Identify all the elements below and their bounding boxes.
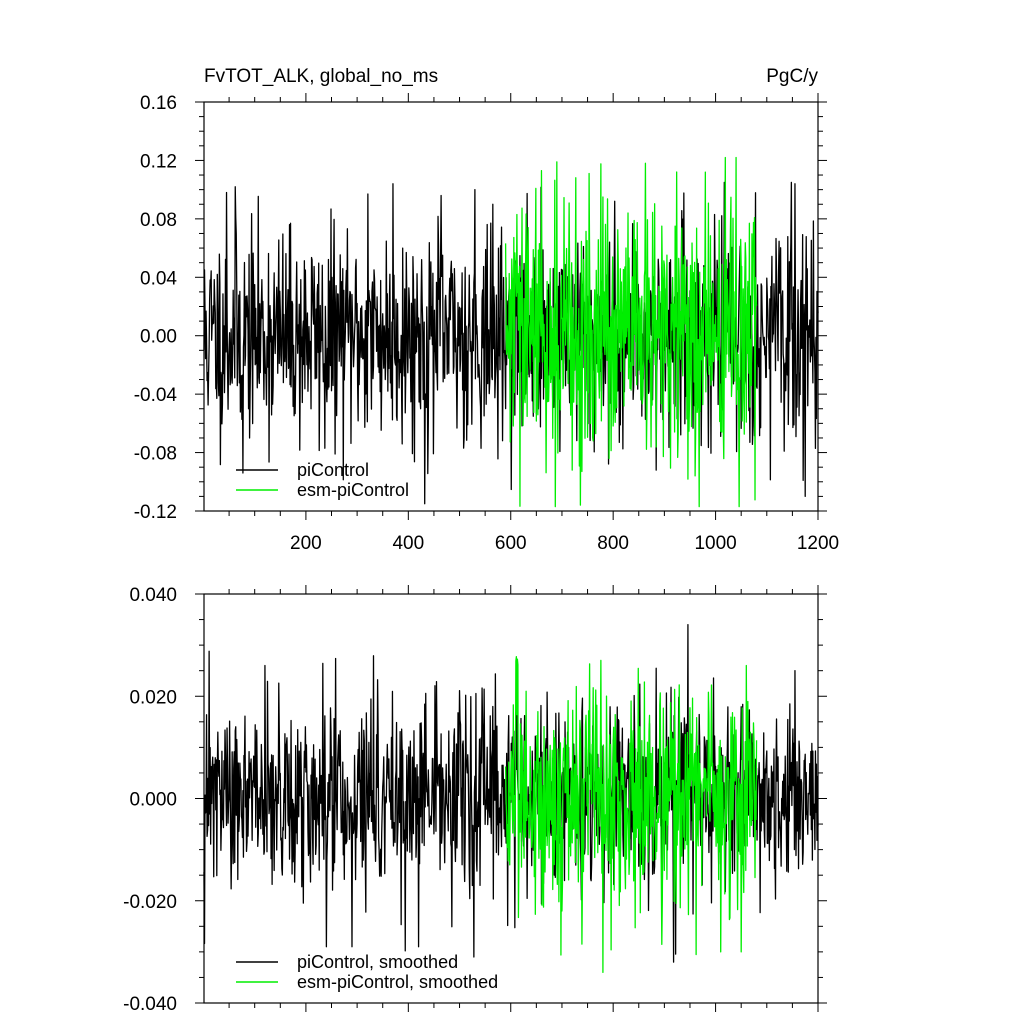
x-tick-label: 600 — [495, 533, 527, 554]
y-tick-label: 0.020 — [129, 687, 177, 708]
y-tick-label: 0.16 — [140, 93, 177, 114]
chart-title-left: FvTOT_ALK, global_no_ms — [204, 66, 438, 87]
y-tick-label: -0.12 — [134, 502, 177, 523]
series-line-esm-picontrol-smoothed — [504, 655, 758, 973]
legend-label-picontrol: piControl — [297, 460, 369, 480]
bottom-legend: piControl, smoothed esm-piControl, smoot… — [236, 952, 498, 992]
y-tick-label: -0.04 — [134, 385, 178, 406]
top-ticks-layer: 200 400 600 800 1000 1200 -0.12 -0.08 -0.04 0.00 0… — [134, 93, 839, 554]
x-tick-label: 1000 — [694, 533, 736, 554]
bottom-ticks-layer: -0.040 -0.020 0.000 0.020 0.040 — [123, 585, 827, 1015]
y-tick-label: 0.040 — [129, 585, 177, 606]
x-tick-label: 800 — [597, 533, 629, 554]
y-tick-label: 0.12 — [140, 151, 177, 172]
top-series-layer — [203, 156, 819, 508]
y-tick-label: -0.040 — [123, 994, 177, 1015]
y-tick-label: -0.020 — [123, 892, 177, 913]
series-line-esm-picontrol — [504, 156, 758, 508]
legend-label-esm-picontrol: esm-piControl — [297, 480, 409, 500]
x-tick-label: 1200 — [797, 533, 839, 554]
top-panel: FvTOT_ALK, global_no_ms PgC/y 200 400 600 8… — [134, 66, 839, 554]
y-tick-label: 0.04 — [140, 268, 177, 289]
chart-units-label: PgC/y — [766, 66, 818, 87]
y-tick-label: -0.08 — [134, 444, 177, 465]
legend-label-picontrol-smoothed: piControl, smoothed — [297, 952, 458, 972]
x-tick-label: 200 — [290, 533, 322, 554]
x-tick-label: 400 — [392, 533, 424, 554]
bottom-panel: -0.040 -0.020 0.000 0.020 0.040 piControl, s… — [123, 585, 827, 1015]
top-legend: piControl esm-piControl — [236, 460, 409, 500]
bottom-series-layer — [203, 624, 819, 973]
y-tick-label: 0.00 — [140, 327, 177, 348]
legend-label-esm-picontrol-smoothed: esm-piControl, smoothed — [297, 972, 498, 992]
y-tick-label: 0.08 — [140, 210, 177, 231]
y-tick-label: 0.000 — [129, 790, 177, 811]
